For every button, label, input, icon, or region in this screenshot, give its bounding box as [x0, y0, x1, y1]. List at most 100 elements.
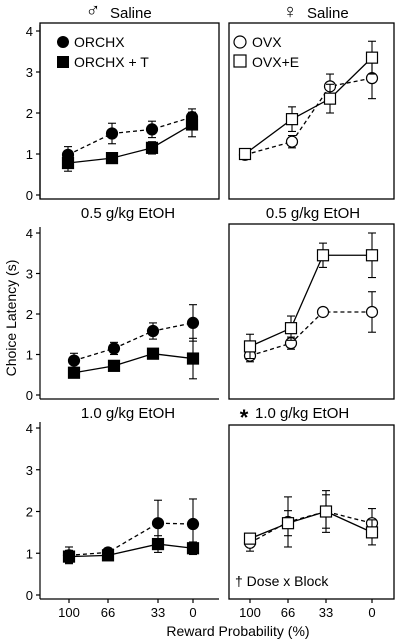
panel-frame: [228, 223, 395, 400]
panel-title: 0.5 g/kg EtOH: [266, 205, 360, 222]
y-tick-label: 2: [26, 106, 33, 121]
data-point-orchx-t: [105, 152, 119, 165]
y-tick-label: 1: [26, 546, 33, 561]
legend-label-ovx: OVX: [252, 34, 282, 50]
data-point-orchx-t: [145, 141, 159, 154]
x-tick-label: 0: [189, 605, 196, 620]
data-point-orchx: [151, 517, 165, 530]
series-line-orchx: [73, 322, 194, 362]
legend-marker-orchx: [57, 36, 69, 48]
plot-area: 100 66 33 0: [239, 490, 379, 620]
series-line-ovx-e: [249, 510, 373, 540]
data-point-ovx-e: [284, 322, 298, 335]
y-tick-label: 3: [26, 65, 33, 80]
panel-title: 0.5 g/kg EtOH: [81, 205, 175, 222]
y-tick-label: 4: [26, 421, 33, 436]
y-tick-label: 3: [26, 463, 33, 478]
x-tick-label: 33: [319, 605, 333, 620]
significance-mark: *: [240, 405, 249, 430]
plot-area: [243, 232, 379, 363]
panel-title: ♀ Saline: [283, 1, 349, 23]
data-point-orchx: [107, 342, 121, 355]
y-tick-label: 2: [26, 505, 33, 520]
panel-male-saline: ♂ Saline 0 1 2 3 4 ORCHX ORCHX + T: [26, 0, 220, 203]
footnote: † Dose x Block: [235, 573, 329, 589]
data-point-ovx: [316, 305, 330, 319]
data-point-orchx-t: [185, 118, 199, 131]
data-point-orchx-t: [101, 549, 115, 562]
data-point-orchx-t: [61, 156, 75, 170]
series-line-orchx: [67, 116, 193, 156]
data-point-orchx-t: [151, 537, 165, 551]
panel-frame: [228, 22, 395, 200]
data-point-ovx-e: [365, 249, 379, 262]
panel-frame: [228, 424, 395, 600]
y-tick-label: 0: [26, 188, 33, 203]
series-line-ovx-e: [244, 57, 373, 155]
y-tick-label: 1: [26, 147, 33, 162]
data-point-ovx: [365, 305, 379, 319]
data-point-orchx-t: [62, 550, 76, 563]
legend-marker-orchx-t: [57, 56, 69, 68]
x-axis-label: Reward Probability (%): [166, 623, 309, 639]
series-line-orchx-t: [68, 543, 194, 558]
plot-area: 0 1 2 3 4: [26, 226, 219, 403]
legend: ORCHX ORCHX + T: [57, 34, 149, 70]
male-symbol: ♂: [86, 0, 101, 22]
data-point-ovx-e: [365, 526, 379, 539]
data-point-orchx: [186, 316, 200, 330]
data-point-ovx-e: [243, 340, 257, 353]
series-line-ovx: [249, 311, 372, 357]
legend-label-orchx: ORCHX: [74, 34, 125, 50]
series-line-orchx: [68, 522, 194, 556]
panel-male-low: 0.5 g/kg EtOH 0 1 2 3 4: [26, 205, 219, 403]
x-tick-label: 100: [58, 605, 80, 620]
data-point-ovx-e: [285, 113, 299, 126]
x-tick-label: 66: [281, 605, 295, 620]
series-line-ovx: [244, 77, 373, 156]
x-tick-label: 33: [151, 605, 165, 620]
data-point-orchx: [146, 324, 160, 338]
data-point-ovx-e: [365, 51, 379, 64]
panel-female-high: * 1.0 g/kg EtOH 100 66 33 0 † Dose x Block: [228, 405, 395, 620]
panel-title: ♂ Saline: [86, 0, 152, 22]
data-point-orchx: [105, 127, 119, 140]
panel-title-text: Saline: [307, 5, 349, 22]
data-point-ovx-e: [281, 517, 295, 530]
data-point-ovx-e: [316, 249, 330, 262]
panel-female-saline: ♀ Saline OVX OVX+E: [228, 1, 395, 200]
plot-area: 0 1 2 3 4: [26, 24, 199, 203]
series-line-orchx-t: [67, 123, 193, 164]
data-point-ovx: [285, 135, 299, 148]
data-point-orchx-t: [186, 542, 200, 555]
data-point-orchx-t: [107, 359, 121, 372]
panel-title: 1.0 g/kg EtOH: [81, 405, 175, 422]
x-tick-label: 100: [239, 605, 261, 620]
legend-label-ovx-e: OVX+E: [252, 54, 299, 70]
data-point-orchx: [67, 354, 81, 367]
female-symbol: ♀: [283, 1, 298, 23]
x-tick-label: 66: [101, 605, 115, 620]
data-point-ovx-e: [238, 147, 252, 161]
plot-area: 0 1 2 3 4 100 66 33 0: [26, 421, 219, 620]
y-tick-label: 4: [26, 24, 33, 39]
data-point-orchx-t: [186, 352, 200, 365]
legend-marker-ovx-e: [233, 54, 247, 68]
y-tick-label: 0: [26, 388, 33, 403]
legend: OVX OVX+E: [233, 34, 299, 70]
y-tick-label: 1: [26, 348, 33, 363]
data-point-orchx-t: [67, 366, 81, 379]
data-point-ovx-e: [319, 505, 333, 518]
y-tick-label: 3: [26, 267, 33, 282]
x-tick-label: 0: [368, 605, 375, 620]
panel-female-low: 0.5 g/kg EtOH: [228, 205, 395, 400]
y-axis-label: Choice Latency (s): [3, 260, 19, 377]
legend-label-orchx-t: ORCHX + T: [74, 54, 149, 70]
y-tick-label: 0: [26, 588, 33, 603]
data-point-ovx-e: [243, 532, 257, 545]
series-line-ovx-e: [249, 254, 372, 347]
legend-marker-ovx: [233, 35, 247, 49]
y-tick-label: 2: [26, 307, 33, 322]
panel-male-high: 1.0 g/kg EtOH 0 1 2 3 4 100 66 33 0: [26, 405, 219, 620]
